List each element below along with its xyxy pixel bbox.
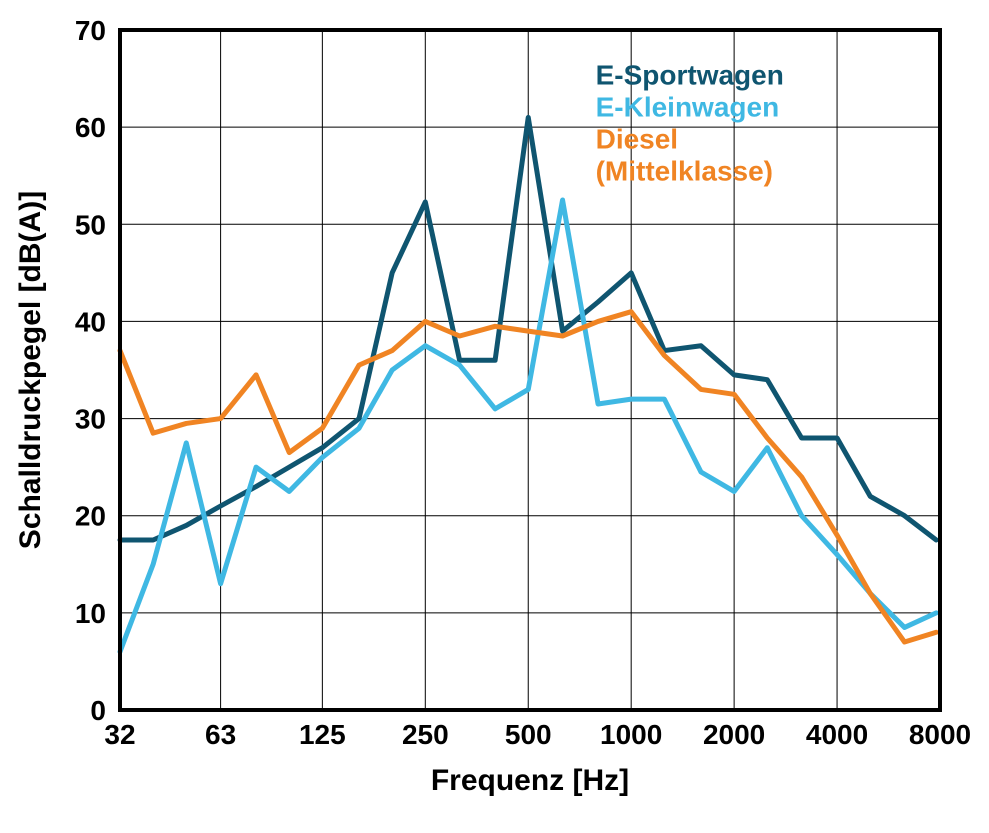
y-tick-label: 50: [75, 209, 106, 240]
y-tick-label: 70: [75, 15, 106, 46]
legend-item-1: E-Kleinwagen: [596, 92, 780, 123]
legend-item-2: Diesel: [596, 124, 679, 155]
x-tick-label: 125: [299, 719, 346, 750]
legend-item-3: (Mittelklasse): [596, 156, 773, 187]
y-tick-label: 20: [75, 501, 106, 532]
chart-svg: 32 63 125 250 500 1000 2000 4000 8000 0 10 20 30 40 50…: [0, 0, 989, 833]
y-tick-label: 10: [75, 598, 106, 629]
x-tick-label: 4000: [806, 719, 868, 750]
x-tick-label: 8000: [909, 719, 971, 750]
x-axis-title: Frequenz [Hz]: [431, 764, 629, 797]
x-tick-label: 1000: [600, 719, 662, 750]
sound-spectrum-chart: 32 63 125 250 500 1000 2000 4000 8000 0 10 20 30 40 50…: [0, 0, 989, 833]
x-tick-label: 250: [402, 719, 449, 750]
y-tick-label: 40: [75, 306, 106, 337]
y-tick-label: 0: [90, 695, 106, 726]
x-tick-label: 63: [205, 719, 236, 750]
y-tick-label: 60: [75, 112, 106, 143]
x-tick-label: 500: [505, 719, 552, 750]
x-tick-label: 32: [104, 719, 135, 750]
y-axis-title: Schalldruckpegel [dB(A)]: [14, 191, 47, 549]
x-tick-label: 2000: [703, 719, 765, 750]
legend-item-0: E-Sportwagen: [596, 60, 784, 91]
y-tick-label: 30: [75, 404, 106, 435]
